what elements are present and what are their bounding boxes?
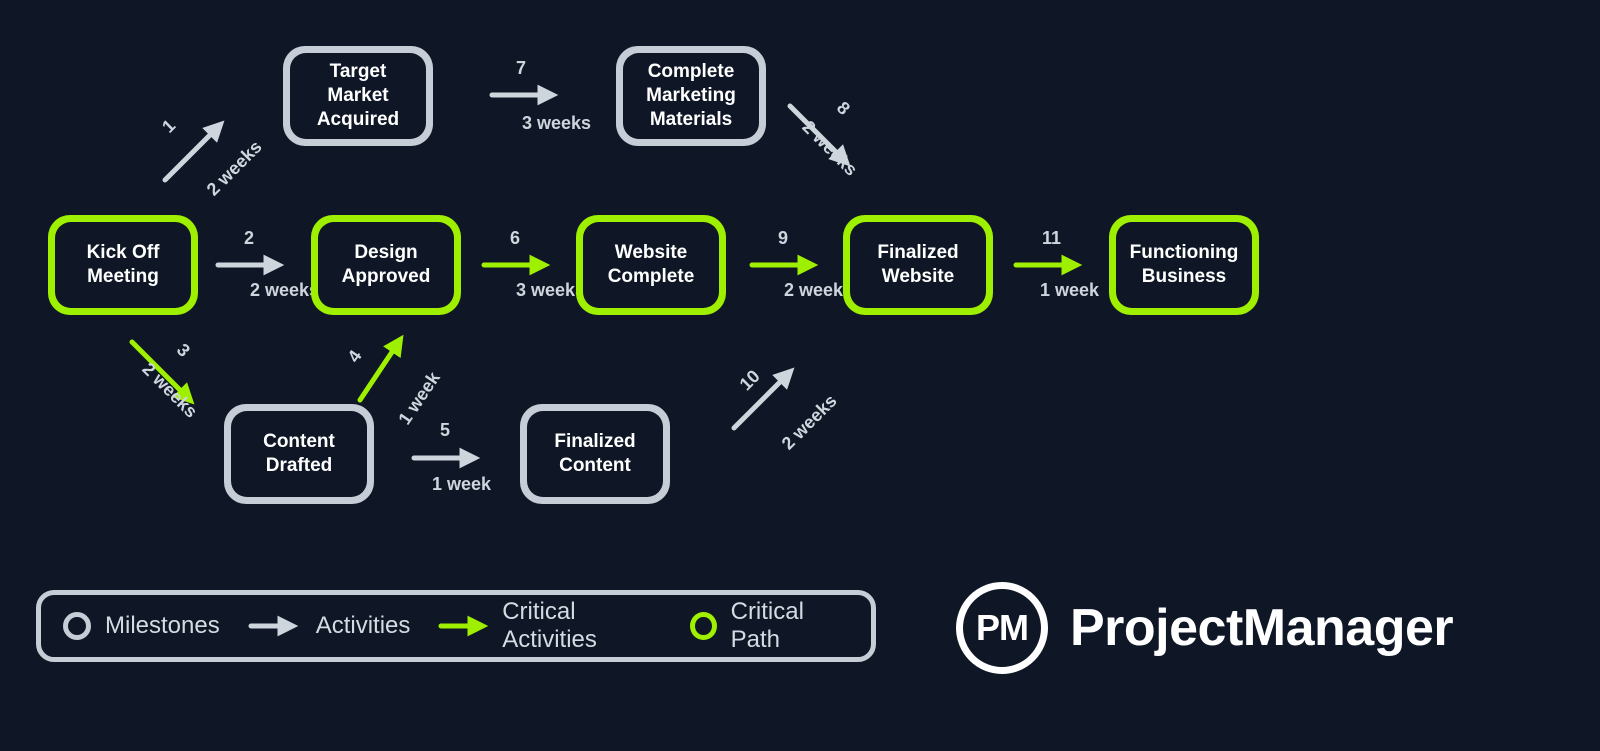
milestone-business: Functioning Business bbox=[1109, 215, 1259, 315]
milestone-content: Content Drafted bbox=[224, 404, 374, 504]
milestone-label: Kick Off Meeting bbox=[79, 241, 168, 289]
edge-id-11: 11 bbox=[1042, 228, 1061, 249]
milestone-label: Design Approved bbox=[334, 241, 439, 289]
legend-label: Critical Path bbox=[731, 598, 849, 654]
milestone-kickoff: Kick Off Meeting bbox=[48, 215, 198, 315]
edge-duration-6: 3 weeks bbox=[516, 280, 585, 301]
edge-duration-11: 1 week bbox=[1040, 280, 1099, 301]
milestone-finalcont: Finalized Content bbox=[520, 404, 670, 504]
legend-item-2: Critical Activities bbox=[438, 598, 662, 654]
legend-item-0: Milestones bbox=[63, 612, 220, 640]
milestone-label: Content Drafted bbox=[255, 430, 343, 478]
legend-circle-icon bbox=[690, 612, 716, 640]
edge-id-7: 7 bbox=[516, 58, 526, 79]
edge-duration-5: 1 week bbox=[432, 474, 491, 495]
edge-arrow-4 bbox=[360, 340, 400, 400]
milestone-label: Finalized Content bbox=[546, 430, 643, 478]
milestone-design: Design Approved bbox=[311, 215, 461, 315]
legend: Milestones Activities Critical Activities C… bbox=[36, 590, 876, 662]
milestone-finalweb: Finalized Website bbox=[843, 215, 993, 315]
milestone-label: Finalized Website bbox=[869, 241, 966, 289]
legend-arrow-icon bbox=[438, 615, 488, 637]
milestone-target: Target Market Acquired bbox=[283, 46, 433, 146]
legend-item-1: Activities bbox=[248, 612, 411, 640]
legend-circle-icon bbox=[63, 612, 91, 640]
legend-label: Activities bbox=[316, 612, 411, 640]
diagram-canvas: 12 weeks22 weeks32 weeks41 week51 week63… bbox=[0, 0, 1600, 751]
legend-item-3: Critical Path bbox=[690, 598, 849, 654]
milestone-website: Website Complete bbox=[576, 215, 726, 315]
milestone-label: Target Market Acquired bbox=[290, 60, 426, 131]
legend-label: Milestones bbox=[105, 612, 220, 640]
milestone-marketing: Complete Marketing Materials bbox=[616, 46, 766, 146]
legend-arrow-icon bbox=[248, 615, 302, 637]
edge-id-5: 5 bbox=[440, 420, 450, 441]
edge-duration-2: 2 weeks bbox=[250, 280, 319, 301]
edge-id-6: 6 bbox=[510, 228, 520, 249]
edge-id-9: 9 bbox=[778, 228, 788, 249]
milestone-label: Functioning Business bbox=[1122, 241, 1247, 289]
logo-brand-text: ProjectManager bbox=[1070, 598, 1453, 658]
legend-label: Critical Activities bbox=[502, 598, 662, 654]
edge-id-2: 2 bbox=[244, 228, 254, 249]
logo-badge-icon: PM bbox=[956, 582, 1048, 674]
milestone-label: Complete Marketing Materials bbox=[638, 60, 744, 131]
milestone-label: Website Complete bbox=[600, 241, 703, 289]
brand-logo: PM ProjectManager bbox=[956, 582, 1453, 674]
edge-duration-7: 3 weeks bbox=[522, 113, 591, 134]
